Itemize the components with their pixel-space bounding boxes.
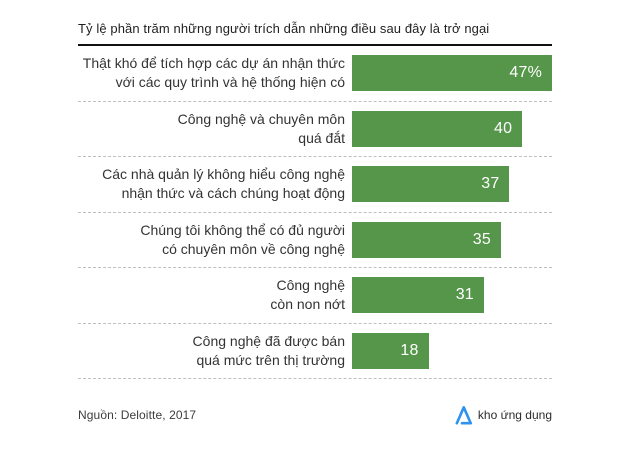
bar-value-label: 40 <box>494 119 513 137</box>
category-label-line: Công nghệ <box>276 277 345 294</box>
bar-area: 40 <box>352 110 552 147</box>
chart-header: Tỷ lệ phần trăm những người trích dẫn nh… <box>78 0 552 46</box>
bar-area: 37 <box>352 166 552 203</box>
category-label: Thật khó để tích hợp các dự án nhận thức… <box>78 54 345 92</box>
chart-row: Thật khó để tích hợp các dự án nhận thức… <box>78 46 552 102</box>
brand-logo-text: kho ứng dụng <box>477 408 552 422</box>
chart-title: Tỷ lệ phần trăm những người trích dẫn nh… <box>78 21 490 36</box>
chart-row: Các nhà quản lý không hiểu công nghệ nhận… <box>78 157 552 213</box>
bar-area: 47% <box>352 55 552 92</box>
bar-value-label: 37 <box>481 175 500 193</box>
chart-row: Công nghệ đã được bán quá mức trên thị tr… <box>78 324 552 379</box>
category-label-line: còn non nớt <box>270 296 345 313</box>
bar-value-label: 35 <box>472 230 491 248</box>
category-label-line: có chuyên môn về công nghệ <box>162 240 345 257</box>
bar: 47% <box>352 55 552 92</box>
category-label: Công nghệ còn non nớt <box>78 276 345 314</box>
category-label: Công nghệ đã được bán quá mức trên thị tr… <box>78 332 345 370</box>
category-label: Công nghệ và chuyên môn quá đắt <box>78 110 345 148</box>
category-label-line: Chúng tôi không thể có đủ người <box>140 221 345 238</box>
category-label-line: Thật khó để tích hợp các dự án nhận thức <box>82 55 345 72</box>
brand-logo: kho ứng dụng <box>453 403 552 427</box>
bar-area: 18 <box>352 332 552 369</box>
chart-footer: Nguồn: Deloitte, 2017 kho ứng dụng <box>78 403 552 427</box>
chart-row: Chúng tôi không thể có đủ người có chuyên… <box>78 213 552 268</box>
category-label-line: nhận thức và cách chúng hoạt động <box>121 185 345 202</box>
category-label-line: Công nghệ đã được bán <box>192 332 345 349</box>
category-label-line: quá đắt <box>298 129 345 146</box>
bar: 31 <box>352 277 484 314</box>
bar-value-label: 31 <box>455 286 474 304</box>
title-rule <box>78 44 552 46</box>
bar: 18 <box>352 332 429 369</box>
category-label-line: quá mức trên thị trường <box>196 351 345 368</box>
bar: 35 <box>352 221 501 258</box>
chart-inner: Tỷ lệ phần trăm những người trích dẫn nh… <box>78 0 552 427</box>
bar-area: 35 <box>352 221 552 258</box>
brand-a-icon <box>453 403 474 427</box>
bar-area: 31 <box>352 277 552 314</box>
category-label-line: Các nhà quản lý không hiểu công nghệ <box>102 166 345 183</box>
bar: 40 <box>352 110 523 147</box>
source-text: Nguồn: Deloitte, 2017 <box>78 408 197 422</box>
bar-value-label: 18 <box>400 341 419 359</box>
bar-value-label: 47% <box>509 64 542 82</box>
category-label: Chúng tôi không thể có đủ người có chuyên… <box>78 221 345 259</box>
chart-row: Công nghệ và chuyên môn quá đắt 40 <box>78 102 552 157</box>
category-label-line: với các quy trình và hệ thống hiện có <box>115 74 345 91</box>
category-label: Các nhà quản lý không hiểu công nghệ nhận… <box>78 165 345 203</box>
bar: 37 <box>352 166 510 203</box>
chart-row: Công nghệ còn non nớt 31 <box>78 268 552 324</box>
chart-rows: Thật khó để tích hợp các dự án nhận thức… <box>78 46 552 379</box>
category-label-line: Công nghệ và chuyên môn <box>177 110 345 127</box>
